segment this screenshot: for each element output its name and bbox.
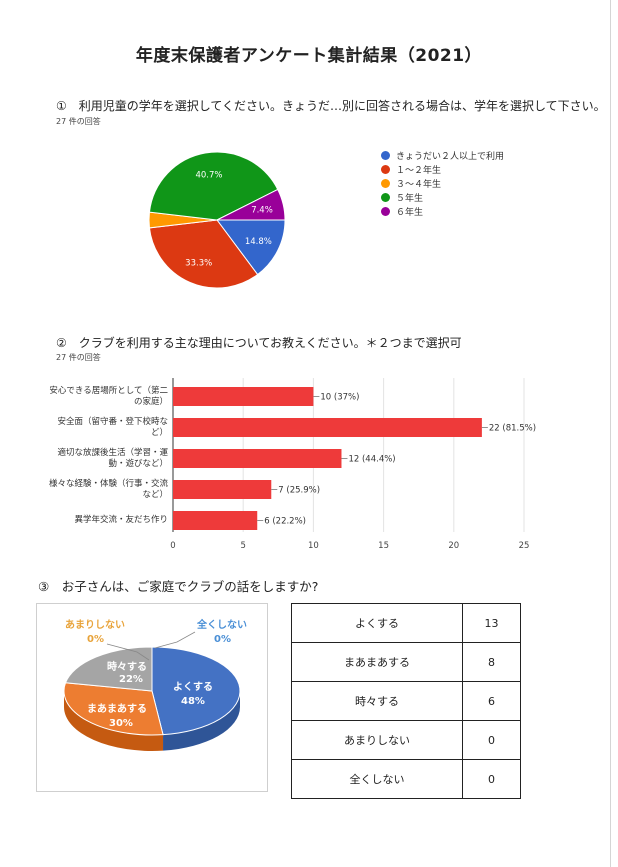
legend-swatch [381, 150, 390, 160]
q1-pie-slice [216, 219, 286, 276]
q3-label-amari: あまりしない [65, 620, 125, 631]
q2-category-label-line: 適切な放課後生活（学習・運 [57, 447, 168, 458]
q3-table-count-cell: 0 [462, 759, 521, 799]
q3-label-yoku: よくする [173, 682, 213, 693]
q1-legend-item: １～２年生 [381, 162, 504, 176]
q3-label-maamaa: まあまあする [87, 704, 147, 715]
q1-question: ① 利用児童の学年を選択してください。きょうだ…別に回答される場合は、学年を選択… [56, 99, 606, 113]
q3-table-count-cell: 8 [462, 642, 521, 682]
q3-table-row: よくする 13 [291, 603, 521, 643]
q2-bar-data-label: 10 (37%) [320, 393, 359, 403]
q3-question: ③ お子さんは、ご家庭でクラブの話をしますか? [38, 579, 319, 594]
legend-label: ３～４年生 [396, 179, 442, 190]
q2-bar [173, 480, 272, 499]
q1-pie-slice [216, 188, 286, 221]
q1-pie-data-label: 14.8% [245, 237, 272, 247]
q1-pie-data-label: 33.3% [185, 258, 212, 268]
q3-table-count-cell: 13 [462, 603, 521, 643]
q2-x-tick-label: 15 [378, 541, 389, 551]
q3-results-table: よくする 13 まあまあする 8 時々する 6 あまりしない 0 全くしない 0 [291, 603, 521, 799]
q3-label-amari-pct: 0% [87, 634, 104, 645]
q3-3d-pie-chart [63, 631, 241, 751]
q3-pie-side [163, 691, 240, 751]
q2-category-label-line: の家庭） [133, 396, 168, 407]
q3-label-tokidoki-pct: 22% [119, 674, 143, 685]
q3-table-count-cell: 6 [462, 681, 521, 721]
q2-response-count: 27 件の回答 [56, 353, 101, 362]
legend-swatch [381, 178, 390, 188]
q3-pie-slice [64, 646, 153, 692]
q2-category-label-line: 動・遊びなど） [108, 458, 168, 469]
q3-table-row: まあまあする 8 [291, 642, 521, 682]
q3-leader-line [106, 643, 150, 661]
q3-table-row: 全くしない 0 [291, 759, 521, 799]
q2-question: ② クラブを利用する主な理由についてお教えください。＊２つまで選択可 [56, 336, 462, 350]
q2-category-label: 安全面（留守番・登下校時な ど） [30, 417, 168, 439]
q2-category-label: 安心できる居場所として（第二 の家庭） [30, 386, 168, 408]
q2-bar-data-label: 22 (81.5%) [489, 424, 536, 434]
q1-legend-item: ６年生 [381, 204, 504, 218]
q1-legend-item: ３～４年生 [381, 176, 504, 190]
q1-pie-chart: 14.8% 33.3% 40.7% 7.4% [148, 151, 286, 289]
q3-pie-slice [151, 646, 241, 736]
legend-label: きょうだい２人以上で利用 [396, 151, 505, 162]
q2-category-label: 様々な経験・体験（行事・交流 など） [30, 479, 168, 501]
q1-pie-slice [148, 219, 259, 289]
legend-label: ６年生 [396, 207, 424, 218]
q3-chart-frame: あまりしない 0% 全くしない 0% 時々する 22% まあまあする 30% よ… [36, 603, 268, 792]
q2-category-label-line: 安心できる居場所として（第二 [49, 385, 168, 396]
q2-bar [173, 511, 258, 530]
q2-bar [173, 449, 342, 468]
q2-bar-chart: 10 (37%) 22 (81.5%) 12 (44.4%) 7 (25.9%) 6 (… [30, 372, 590, 557]
legend-label: １～２年生 [396, 165, 442, 176]
q3-table-label-cell: よくする [291, 603, 463, 643]
q2-category-label-line: 異学年交流・友だち作り [74, 515, 168, 525]
legend-swatch [381, 206, 390, 216]
q3-label-yoku-pct: 48% [181, 696, 205, 707]
q2-category-label-line: など） [142, 489, 168, 500]
q2-bar [173, 418, 482, 437]
q2-x-tick-label: 25 [518, 541, 530, 551]
legend-swatch [381, 192, 390, 202]
q3-label-tokidoki: 時々する [107, 662, 147, 673]
q2-category-label-line: ど） [150, 427, 168, 438]
q2-x-tick-label: 20 [448, 541, 460, 551]
page-edge-line [610, 0, 611, 867]
q3-table-label-cell: あまりしない [291, 720, 463, 760]
q3-pie-slice [63, 682, 164, 736]
q3-table-count-cell: 0 [462, 720, 521, 760]
q1-legend-item: ５年生 [381, 190, 504, 204]
q3-table-row: 時々する 6 [291, 681, 521, 721]
q2-bar-data-label: 7 (25.9%) [278, 486, 320, 496]
q2-bar [173, 387, 314, 406]
q2-category-label: 異学年交流・友だち作り [30, 515, 168, 526]
q2-bar-data-label: 12 (44.4%) [348, 455, 395, 465]
q3-leader-line [154, 631, 196, 649]
q3-label-zenku-pct: 0% [214, 634, 231, 645]
q3-label-maamaa-pct: 30% [109, 718, 133, 729]
q2-category-label-line: 様々な経験・体験（行事・交流 [48, 478, 168, 489]
legend-label: ５年生 [396, 193, 424, 204]
q3-table-label-cell: 全くしない [291, 759, 463, 799]
q2-category-label-line: 安全面（留守番・登下校時な [57, 416, 168, 427]
q1-legend: きょうだい２人以上で利用 １～２年生 ３～４年生 ５年生 ６年生 [381, 148, 504, 218]
q1-pie-data-label: 7.4% [251, 205, 273, 215]
q1-legend-item: きょうだい２人以上で利用 [381, 148, 504, 162]
page-title: 年度末保護者アンケート集計結果（2021） [135, 46, 483, 66]
q2-x-tick-label: 5 [240, 541, 246, 551]
q2-category-label: 適切な放課後生活（学習・運 動・遊びなど） [30, 448, 168, 470]
q2-x-tick-label: 10 [307, 541, 319, 551]
q3-table-label-cell: まあまあする [291, 642, 463, 682]
legend-swatch [381, 164, 390, 174]
q3-table-row: あまりしない 0 [291, 720, 521, 760]
q3-label-zenku: 全くしない [197, 620, 247, 631]
q3-pie-side [64, 691, 164, 751]
q1-pie-data-label: 40.7% [195, 170, 222, 180]
q1-pie-slice [148, 151, 279, 221]
q3-table-label-cell: 時々する [291, 681, 463, 721]
q1-response-count: 27 件の回答 [56, 117, 101, 126]
q2-bar-data-label: 6 (22.2%) [264, 517, 306, 527]
q2-x-tick-label: 0 [170, 541, 176, 551]
